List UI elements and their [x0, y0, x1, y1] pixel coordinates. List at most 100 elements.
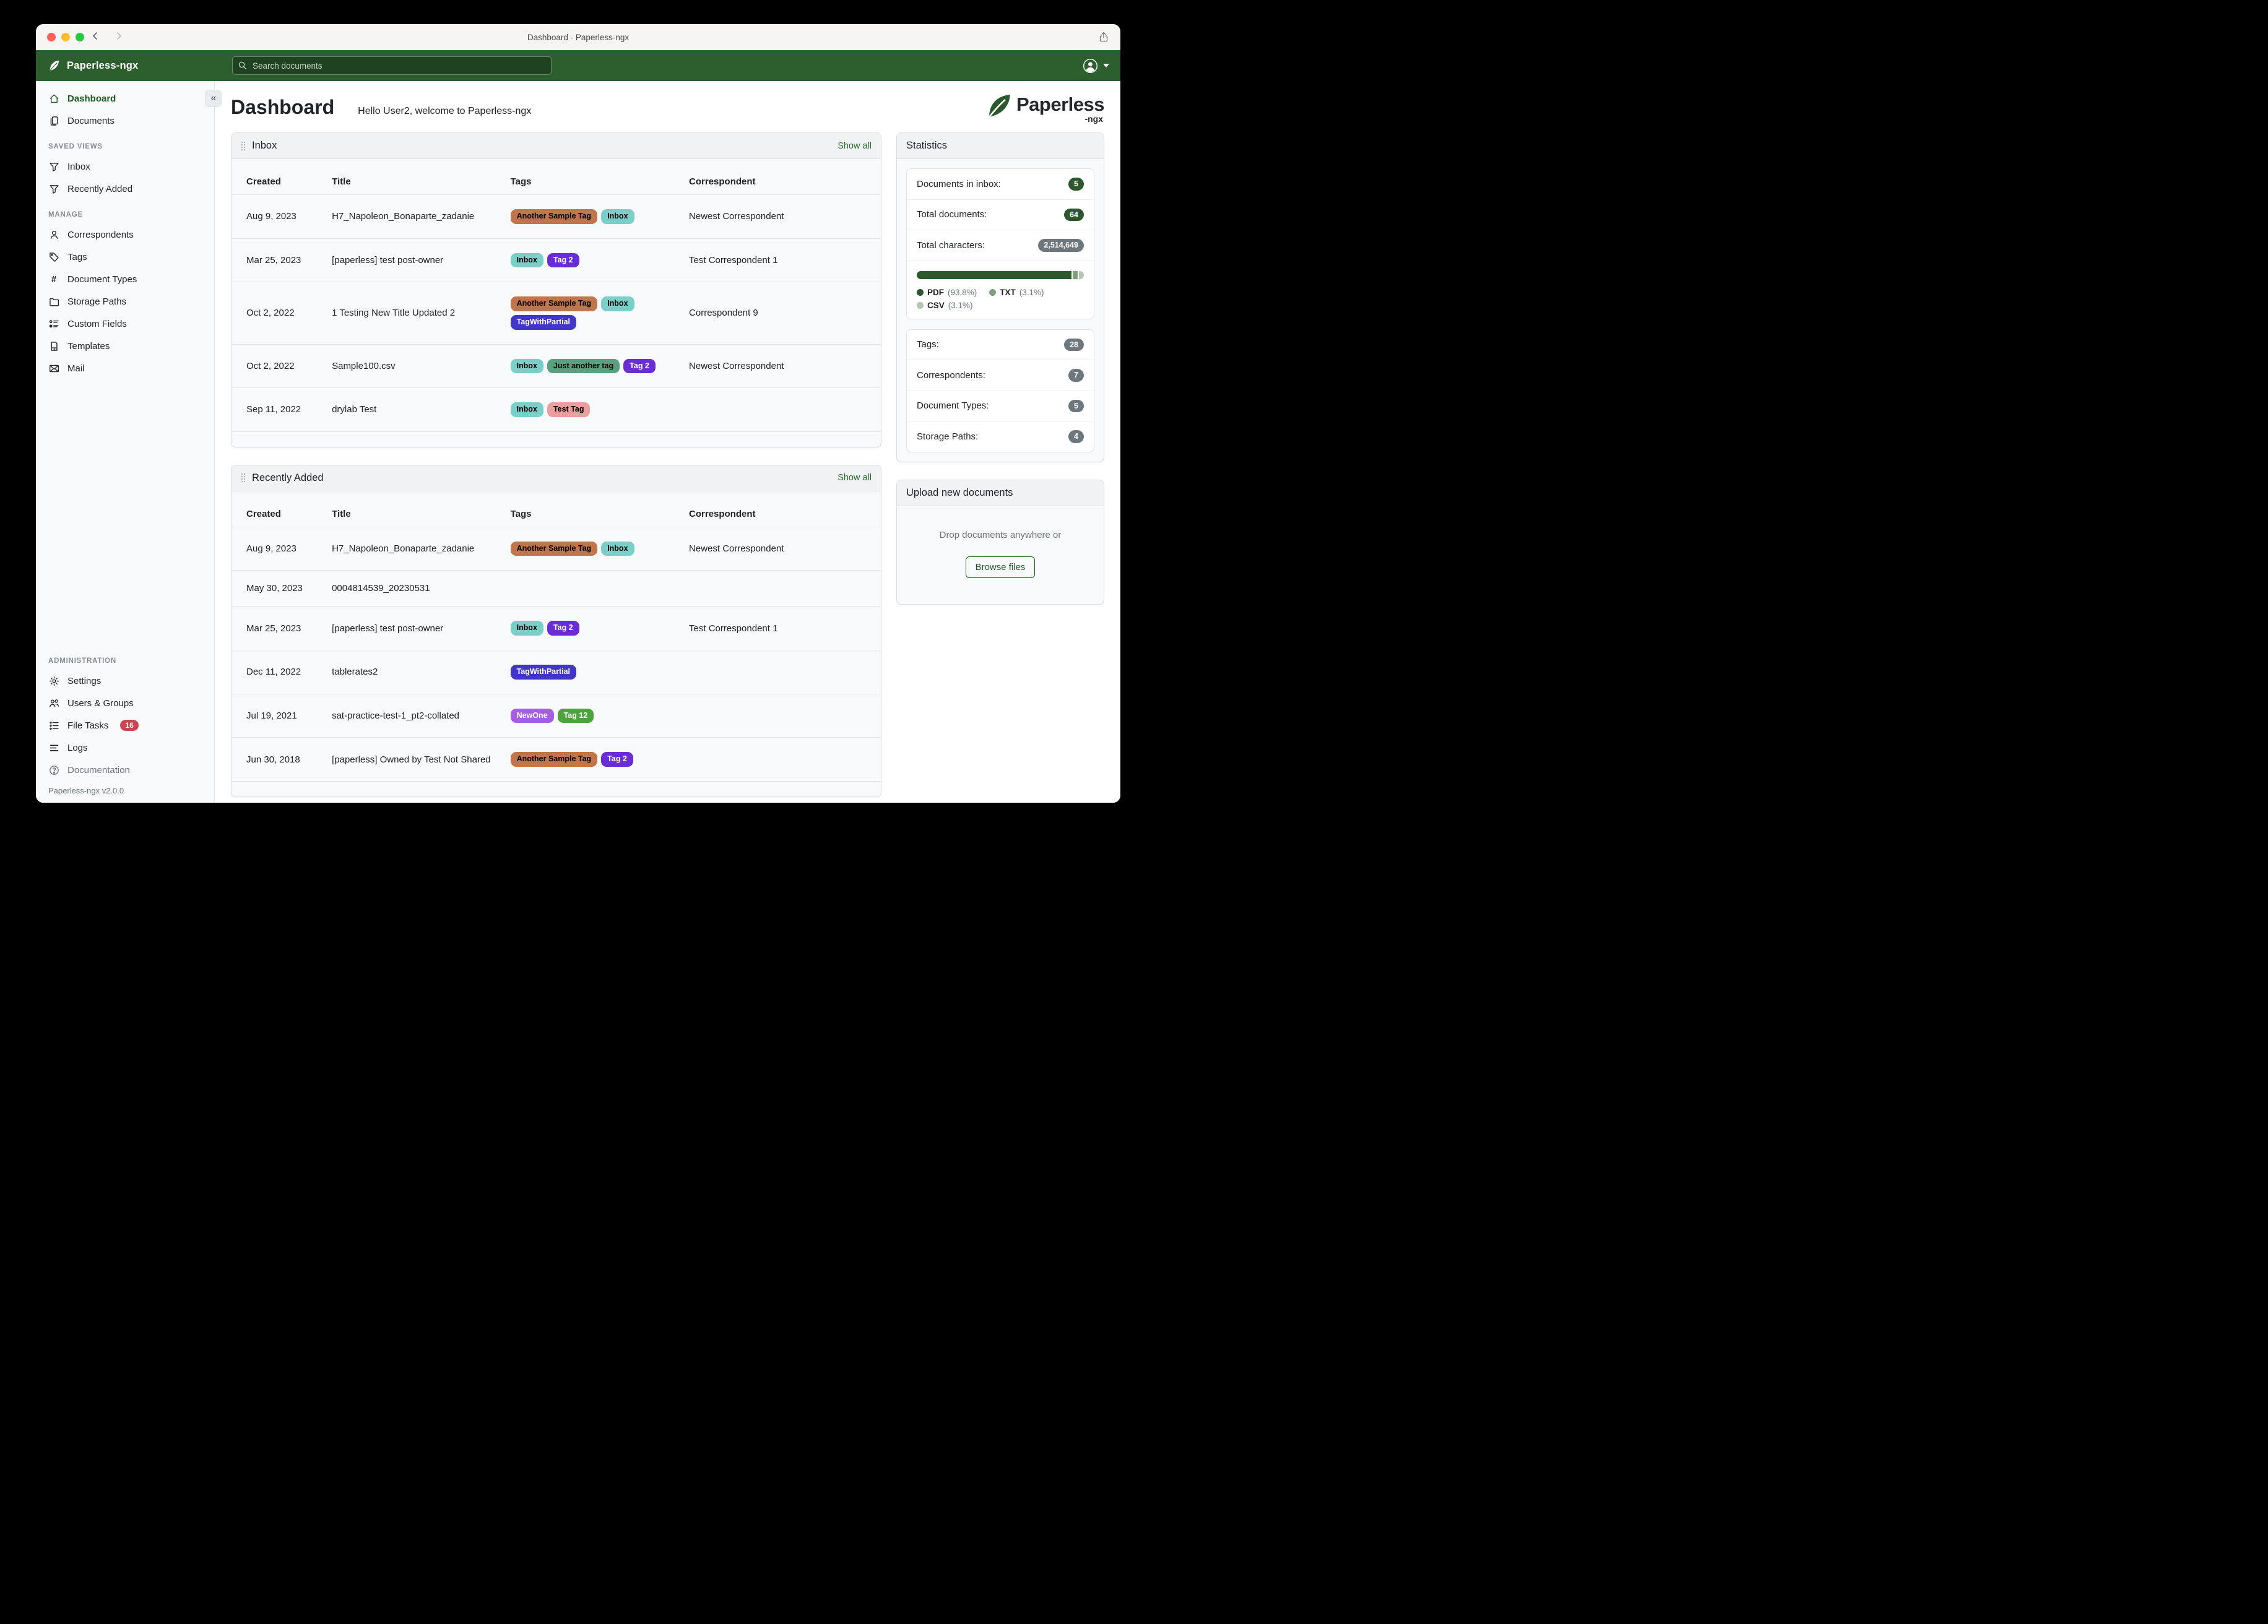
tag-pill[interactable]: Another Sample Tag — [510, 541, 598, 556]
title-cell[interactable]: [paperless] test post-owner — [326, 606, 504, 650]
table-row[interactable]: Mar 25, 2023 [paperless] test post-owner I… — [232, 238, 881, 283]
created-cell: Dec 11, 2022 — [232, 650, 326, 694]
sidebar-item-documentation[interactable]: Documentation — [36, 759, 214, 781]
file-type-chart: PDF (93.8%) TXT (3.1%) CSV (3.1%) — [907, 260, 1094, 319]
sidebar-item-document-types[interactable]: # Document Types — [36, 268, 214, 290]
table-row[interactable]: Mar 25, 2023 [paperless] test post-owner I… — [232, 606, 881, 650]
tag-pill[interactable]: Tag 2 — [547, 621, 579, 636]
recently-added-card-header: Recently Added Show all — [232, 465, 881, 491]
navbar-brand[interactable]: Paperless-ngx — [47, 59, 138, 72]
title-cell[interactable]: drylab Test — [326, 387, 504, 432]
user-menu[interactable] — [1083, 58, 1109, 74]
minimize-window-button[interactable] — [61, 33, 70, 41]
sidebar-item-recently-added[interactable]: Recently Added — [36, 178, 214, 200]
search-input[interactable] — [232, 56, 552, 75]
legend-dot — [989, 288, 997, 296]
legend-percentage: (3.1%) — [1019, 287, 1044, 297]
sidebar-item-documents[interactable]: Documents — [36, 110, 214, 132]
tag-pill[interactable]: Tag 12 — [557, 708, 594, 723]
table-row[interactable]: Aug 9, 2023 H7_Napoleon_Bonaparte_zadanie… — [232, 194, 881, 239]
back-icon[interactable] — [90, 31, 100, 44]
legend-name: PDF — [927, 287, 944, 297]
sidebar-item-settings[interactable]: Settings — [36, 670, 214, 692]
title-cell[interactable]: [paperless] test post-owner — [326, 238, 504, 283]
tag-pill[interactable]: NewOne — [510, 708, 554, 723]
title-cell[interactable]: H7_Napoleon_Bonaparte_zadanie — [326, 194, 504, 239]
collapse-sidebar-button[interactable]: « — [205, 90, 222, 107]
chevron-down-icon — [1103, 64, 1109, 67]
tag-pill[interactable]: Inbox — [601, 209, 634, 224]
title-cell[interactable]: Sample100.csv — [326, 344, 504, 389]
sidebar-item-templates[interactable]: Templates — [36, 335, 214, 357]
share-icon[interactable] — [1098, 32, 1109, 43]
drag-handle-icon[interactable] — [241, 141, 246, 151]
upload-dropzone[interactable]: Drop documents anywhere or Browse files — [897, 506, 1104, 604]
collapse-sidebar-icon: « — [210, 93, 217, 103]
table-row[interactable]: Dec 11, 2022 tablerates2 TagWithPartial — [232, 650, 881, 694]
tags-cell: TagWithPartial — [504, 650, 683, 694]
tag-pill[interactable]: TagWithPartial — [510, 665, 577, 680]
copy-icon — [48, 115, 59, 126]
sidebar-item-dashboard[interactable]: Dashboard — [36, 87, 214, 110]
title-cell[interactable]: H7_Napoleon_Bonaparte_zadanie — [326, 527, 504, 571]
sidebar-item-custom-fields[interactable]: Custom Fields — [36, 313, 214, 335]
sidebar-item-storage-paths[interactable]: Storage Paths — [36, 290, 214, 313]
table-row[interactable]: Jun 30, 2018 [paperless] Owned by Test No… — [232, 737, 881, 782]
table-row[interactable]: Jul 19, 2021 sat-practice-test-1_pt2-coll… — [232, 694, 881, 738]
table-row[interactable]: Oct 2, 2022 1 Testing New Title Updated 2… — [232, 282, 881, 345]
tag-pill[interactable]: Inbox — [601, 296, 634, 311]
sidebar-item-label: Documentation — [67, 764, 130, 775]
tag-pill[interactable]: Tag 2 — [601, 752, 633, 767]
tag-pill[interactable]: Another Sample Tag — [510, 752, 598, 767]
legend-item: PDF (93.8%) — [917, 288, 977, 297]
close-window-button[interactable] — [47, 33, 56, 41]
tag-pill[interactable]: Tag 2 — [547, 253, 579, 268]
sidebar-item-label: Inbox — [67, 161, 90, 172]
sidebar-item-users-groups[interactable]: Users & Groups — [36, 692, 214, 714]
sidebar-item-label: Mail — [67, 363, 85, 374]
tag-pill[interactable]: Another Sample Tag — [510, 296, 598, 311]
table-row[interactable]: Aug 9, 2023 H7_Napoleon_Bonaparte_zadanie… — [232, 527, 881, 571]
tag-pill[interactable]: TagWithPartial — [510, 314, 577, 330]
stat-label: Correspondents: — [917, 369, 985, 381]
users-icon — [48, 698, 59, 709]
column-header: Created — [232, 491, 326, 527]
tag-pill[interactable]: Tag 2 — [623, 358, 656, 374]
table-row[interactable]: Oct 2, 2022 Sample100.csv Inbox Just anothe… — [232, 344, 881, 389]
correspondent-cell: Newest Correspondent — [683, 344, 881, 389]
created-cell: May 30, 2023 — [232, 570, 326, 607]
tags-cell: Another Sample Tag Tag 2 — [504, 737, 683, 782]
title-cell[interactable]: sat-practice-test-1_pt2-collated — [326, 694, 504, 738]
sidebar-item-file-tasks[interactable]: File Tasks 16 — [36, 714, 214, 736]
recently-added-show-all-link[interactable]: Show all — [838, 473, 872, 483]
browse-files-button[interactable]: Browse files — [965, 556, 1036, 578]
tag-pill[interactable]: Inbox — [510, 358, 543, 374]
title-cell[interactable]: 1 Testing New Title Updated 2 — [326, 282, 504, 345]
title-cell[interactable]: tablerates2 — [326, 650, 504, 694]
forward-icon[interactable] — [114, 31, 124, 44]
title-cell[interactable]: [paperless] Owned by Test Not Shared — [326, 737, 504, 782]
sidebar-item-correspondents[interactable]: Correspondents — [36, 223, 214, 246]
correspondent-cell: Correspondent 9 — [683, 282, 881, 345]
sidebar-item-inbox[interactable]: Inbox — [36, 155, 214, 178]
sidebar-item-tags[interactable]: Tags — [36, 246, 214, 268]
tag-pill[interactable]: Just another tag — [547, 358, 620, 374]
recently-added-table: Created Title Tags Correspondent Aug 9, 2023… — [232, 491, 881, 782]
zoom-window-button[interactable] — [76, 33, 84, 41]
table-row[interactable]: May 30, 2023 0004814539_20230531 — [232, 570, 881, 607]
title-cell[interactable]: 0004814539_20230531 — [326, 570, 504, 607]
tag-pill[interactable]: Inbox — [601, 541, 634, 556]
lines-icon — [48, 742, 59, 753]
tag-pill[interactable]: Inbox — [510, 621, 543, 636]
correspondent-cell — [683, 650, 881, 694]
tag-pill[interactable]: Inbox — [510, 402, 543, 417]
tag-pill[interactable]: Test Tag — [547, 402, 591, 417]
tag-pill[interactable]: Another Sample Tag — [510, 209, 598, 224]
inbox-show-all-link[interactable]: Show all — [838, 140, 872, 151]
sidebar-item-mail[interactable]: Mail — [36, 357, 214, 379]
drag-handle-icon[interactable] — [241, 473, 246, 483]
tag-pill[interactable]: Inbox — [510, 253, 543, 268]
table-row[interactable]: Sep 11, 2022 drylab Test Inbox Test Tag — [232, 387, 881, 432]
recently-added-card: Recently Added Show all Created Title Tags… — [231, 464, 881, 797]
sidebar-item-logs[interactable]: Logs — [36, 736, 214, 759]
